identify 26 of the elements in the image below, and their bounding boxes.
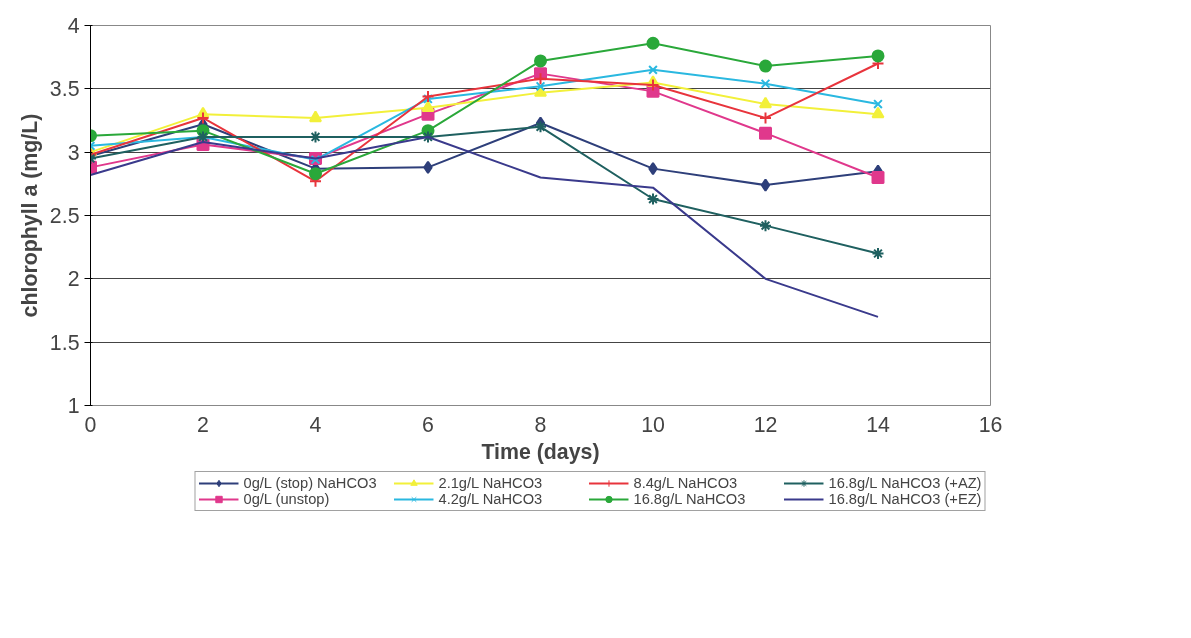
x-tick-label: 6	[422, 412, 434, 437]
y-tick-label: 2.5	[49, 204, 80, 228]
y-tick-label: 4	[67, 14, 80, 38]
y-axis-title: chlorophyll a (mg/L)	[17, 113, 42, 318]
legend-label: 8.4g/L NaHCO3	[633, 475, 739, 491]
legend-label: 16.8g/L NaHCO3	[633, 491, 747, 507]
y-tick-label: 2	[67, 267, 80, 292]
legend-label: 0g/L (stop) NaHCO3	[243, 475, 378, 491]
x-tick-label: 10	[641, 412, 665, 437]
legend-label: 2.1g/L NaHCO3	[438, 475, 544, 491]
x-axis-title: Time (days)	[481, 439, 600, 464]
x-tick-label: 16	[978, 412, 1003, 437]
x-tick-label: 4	[309, 412, 322, 437]
x-tick-label: 12	[753, 412, 778, 437]
y-tick-label: 1.5	[49, 330, 80, 355]
x-tick-label: 14	[866, 412, 890, 437]
legend-label: 16.8g/L NaHCO3 (+AZ)	[828, 475, 982, 491]
x-tick-label: 0	[84, 412, 97, 437]
y-tick-label: 1	[67, 394, 80, 418]
y-tick-label: 3	[67, 140, 80, 165]
x-tick-label: 2	[197, 412, 209, 437]
x-tick-label: 8	[534, 412, 547, 437]
legend-label: 4.2g/L NaHCO3	[438, 491, 544, 507]
legend-label: 0g/L (unstop)	[243, 491, 331, 507]
y-tick-label: 3.5	[49, 77, 80, 102]
legend-label: 16.8g/L NaHCO3 (+EZ)	[828, 491, 982, 507]
